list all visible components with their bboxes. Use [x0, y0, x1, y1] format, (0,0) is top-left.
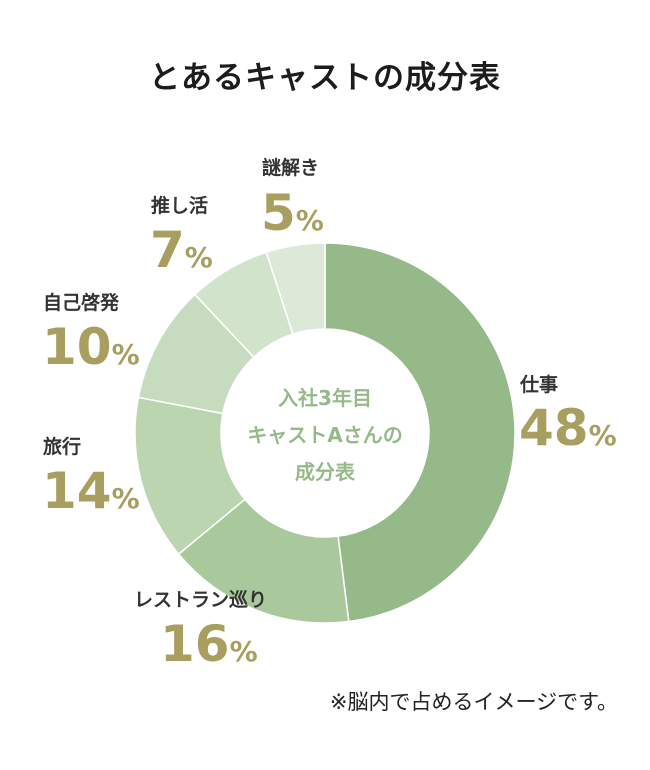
slice-value-riddles-unit: % — [295, 204, 324, 237]
slice-value-restaurant: 16% — [160, 619, 258, 669]
center-label-line-1: 入社3年目 — [278, 386, 372, 410]
slice-value-travel: 14% — [42, 466, 140, 516]
slice-label-riddles: 謎解き — [262, 157, 320, 179]
donut-slice-0 — [324, 242, 516, 623]
slice-value-work: 48% — [519, 403, 617, 453]
slice-value-restaurant-number: 16 — [160, 615, 230, 673]
slice-value-travel-number: 14 — [42, 462, 112, 520]
slice-label-work: 仕事 — [520, 374, 559, 396]
slice-value-riddles: 5% — [261, 188, 324, 238]
slice-label-oshikatsu: 推し活 — [151, 195, 209, 217]
slice-value-work-unit: % — [588, 419, 617, 452]
chart-title: とあるキャストの成分表 — [149, 60, 501, 96]
slice-value-self-development: 10% — [42, 322, 140, 372]
slice-value-restaurant-unit: % — [229, 635, 258, 668]
center-label-line-2: キャストAさんの — [247, 423, 403, 447]
slice-value-self-development-unit: % — [111, 338, 140, 371]
slice-value-oshikatsu: 7% — [150, 225, 213, 275]
slice-value-oshikatsu-unit: % — [184, 241, 213, 274]
slice-label-self-development: 自己啓発 — [43, 292, 120, 314]
center-label-line-3: 成分表 — [295, 460, 355, 484]
slice-value-travel-unit: % — [111, 482, 140, 515]
footnote: ※脳内で占めるイメージです。 — [329, 690, 618, 714]
donut-center-label: 入社3年目 キャストAさんの 成分表 — [225, 380, 425, 491]
slice-value-riddles-number: 5 — [261, 184, 296, 242]
slice-value-self-development-number: 10 — [42, 318, 112, 376]
slice-value-work-number: 48 — [519, 399, 589, 457]
slice-label-travel: 旅行 — [43, 436, 82, 458]
slice-label-restaurant: レストラン巡り — [134, 589, 268, 611]
donut-slice-5 — [265, 242, 326, 336]
slice-value-oshikatsu-number: 7 — [150, 221, 185, 279]
